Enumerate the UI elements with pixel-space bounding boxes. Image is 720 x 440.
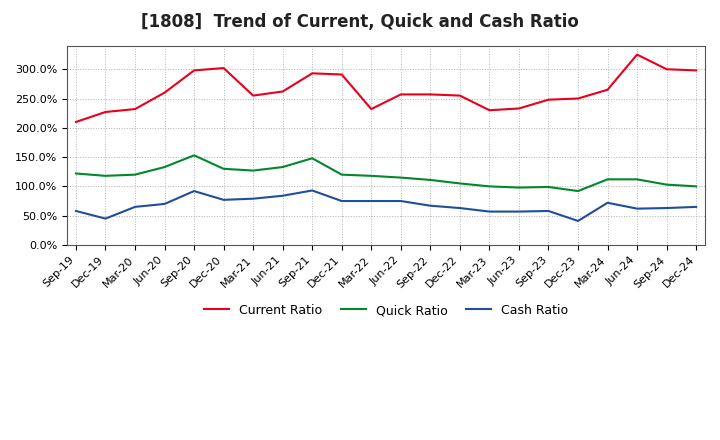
Quick Ratio — [397, 175, 405, 180]
Quick Ratio — [456, 181, 464, 186]
Cash Ratio — [249, 196, 258, 202]
Cash Ratio — [367, 198, 376, 204]
Cash Ratio — [426, 203, 435, 209]
Quick Ratio — [662, 182, 671, 187]
Current Ratio — [279, 89, 287, 94]
Current Ratio — [456, 93, 464, 98]
Cash Ratio — [71, 209, 80, 214]
Cash Ratio — [515, 209, 523, 214]
Current Ratio — [574, 96, 582, 101]
Current Ratio — [485, 108, 494, 113]
Cash Ratio — [279, 193, 287, 198]
Quick Ratio — [249, 168, 258, 173]
Current Ratio — [397, 92, 405, 97]
Current Ratio — [662, 66, 671, 72]
Current Ratio — [692, 68, 701, 73]
Quick Ratio — [71, 171, 80, 176]
Quick Ratio — [102, 173, 110, 179]
Quick Ratio — [279, 165, 287, 170]
Cash Ratio — [574, 218, 582, 224]
Quick Ratio — [338, 172, 346, 177]
Quick Ratio — [161, 165, 169, 170]
Quick Ratio — [426, 177, 435, 183]
Current Ratio — [190, 68, 199, 73]
Current Ratio — [308, 71, 317, 76]
Quick Ratio — [220, 166, 228, 172]
Cash Ratio — [308, 188, 317, 193]
Current Ratio — [220, 66, 228, 71]
Quick Ratio — [485, 184, 494, 189]
Current Ratio — [544, 97, 553, 103]
Quick Ratio — [603, 177, 612, 182]
Current Ratio — [603, 87, 612, 92]
Quick Ratio — [131, 172, 140, 177]
Current Ratio — [367, 106, 376, 112]
Quick Ratio — [574, 188, 582, 194]
Current Ratio — [633, 52, 642, 57]
Quick Ratio — [190, 153, 199, 158]
Text: [1808]  Trend of Current, Quick and Cash Ratio: [1808] Trend of Current, Quick and Cash … — [141, 13, 579, 31]
Line: Cash Ratio: Cash Ratio — [76, 191, 696, 221]
Cash Ratio — [131, 204, 140, 209]
Cash Ratio — [220, 197, 228, 202]
Current Ratio — [249, 93, 258, 98]
Cash Ratio — [161, 202, 169, 207]
Current Ratio — [102, 110, 110, 115]
Cash Ratio — [692, 204, 701, 209]
Current Ratio — [71, 119, 80, 125]
Cash Ratio — [190, 188, 199, 194]
Cash Ratio — [603, 200, 612, 205]
Cash Ratio — [456, 205, 464, 211]
Cash Ratio — [633, 206, 642, 211]
Cash Ratio — [485, 209, 494, 214]
Cash Ratio — [662, 205, 671, 211]
Quick Ratio — [308, 156, 317, 161]
Cash Ratio — [102, 216, 110, 221]
Cash Ratio — [397, 198, 405, 204]
Quick Ratio — [367, 173, 376, 179]
Quick Ratio — [633, 177, 642, 182]
Current Ratio — [338, 72, 346, 77]
Current Ratio — [426, 92, 435, 97]
Quick Ratio — [515, 185, 523, 190]
Cash Ratio — [338, 198, 346, 204]
Current Ratio — [515, 106, 523, 111]
Line: Quick Ratio: Quick Ratio — [76, 155, 696, 191]
Quick Ratio — [544, 184, 553, 190]
Legend: Current Ratio, Quick Ratio, Cash Ratio: Current Ratio, Quick Ratio, Cash Ratio — [199, 299, 573, 323]
Cash Ratio — [544, 209, 553, 214]
Current Ratio — [161, 90, 169, 95]
Current Ratio — [131, 106, 140, 112]
Quick Ratio — [692, 184, 701, 189]
Line: Current Ratio: Current Ratio — [76, 55, 696, 122]
